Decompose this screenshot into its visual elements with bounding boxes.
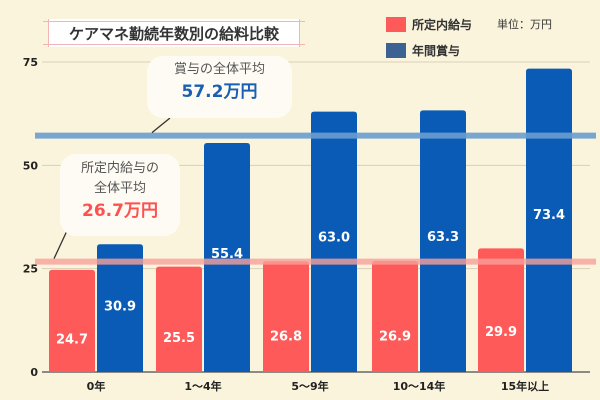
x-tick-label: 15年以上	[501, 379, 549, 393]
data-label: 26.8	[270, 329, 302, 344]
x-tick-label: 1〜4年	[184, 379, 221, 393]
bonus-average-label: 賞与の全体平均	[173, 62, 265, 77]
x-tick-label: 5〜9年	[291, 379, 328, 393]
salary-average-label-line1: 所定内給与の	[80, 161, 159, 176]
data-label: 63.3	[427, 230, 459, 245]
data-label: 25.5	[163, 331, 195, 346]
bonus-average-callout: 賞与の全体平均 57.2万円	[147, 56, 292, 118]
data-label: 63.0	[318, 231, 350, 246]
bar-salary	[49, 269, 95, 372]
data-label: 26.9	[379, 329, 411, 344]
data-label: 24.7	[56, 332, 88, 347]
bonus-average-value: 57.2万円	[181, 82, 258, 102]
y-tick-label: 0	[30, 366, 38, 379]
legend-label-bonus: 年間賞与	[412, 43, 461, 58]
bar-salary	[156, 266, 202, 372]
y-tick-label: 25	[23, 263, 38, 276]
data-label: 73.4	[533, 208, 565, 223]
unit-note: 単位：万円	[497, 18, 552, 31]
bar-bonus	[204, 143, 250, 372]
bar-bonus	[420, 110, 466, 373]
chart-title: ケアマネ勤続年数別の給料比較	[43, 19, 305, 47]
y-tick-label: 50	[23, 159, 39, 172]
legend-swatch-bonus	[386, 42, 406, 58]
chart-title-text: ケアマネ勤続年数別の給料比較	[68, 24, 279, 43]
legend: 所定内給与 年間賞与	[386, 13, 472, 65]
data-label: 55.4	[211, 247, 243, 262]
bar-salary	[478, 248, 524, 372]
salary-average-label-line2: 全体平均	[93, 181, 146, 196]
x-tick-label: 0年	[87, 379, 106, 393]
salary-average-callout: 所定内給与の 全体平均 26.7万円	[60, 154, 180, 236]
legend-item-salary: 所定内給与	[386, 13, 472, 35]
bar-salary	[372, 260, 418, 372]
salary-average-value: 26.7万円	[82, 201, 158, 221]
data-label: 30.9	[104, 300, 136, 315]
legend-label-salary: 所定内給与	[412, 17, 473, 32]
data-label: 29.9	[485, 325, 517, 340]
legend-item-bonus: 年間賞与	[386, 39, 472, 61]
callout-pointer-bonus	[151, 117, 171, 134]
bar-bonus	[97, 244, 143, 372]
y-tick-label: 75	[23, 56, 38, 69]
legend-swatch-salary	[386, 16, 406, 32]
bar-salary	[263, 261, 309, 372]
bar-bonus	[526, 68, 572, 372]
x-tick-label: 10〜14年	[393, 379, 446, 393]
bar-bonus	[311, 111, 357, 372]
